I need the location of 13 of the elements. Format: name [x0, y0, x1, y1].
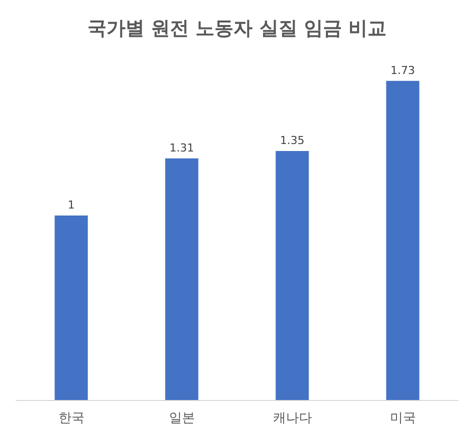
x-tick-label: 캐나다: [272, 411, 312, 426]
bar: [386, 80, 420, 400]
bar: [54, 216, 88, 400]
x-tick-label: 일본: [168, 411, 195, 426]
data-label: 1.73: [390, 64, 415, 77]
data-label: 1.31: [170, 141, 194, 154]
data-label: 1: [68, 198, 75, 212]
x-tick-label: 한국: [58, 411, 84, 426]
chart-title: 국가별 원전 노동자 실질 임금 비교: [87, 18, 387, 40]
bar: [165, 158, 198, 400]
data-label: 1.35: [280, 134, 304, 147]
x-tick-label: 미국: [390, 411, 416, 426]
bar: [276, 151, 309, 400]
